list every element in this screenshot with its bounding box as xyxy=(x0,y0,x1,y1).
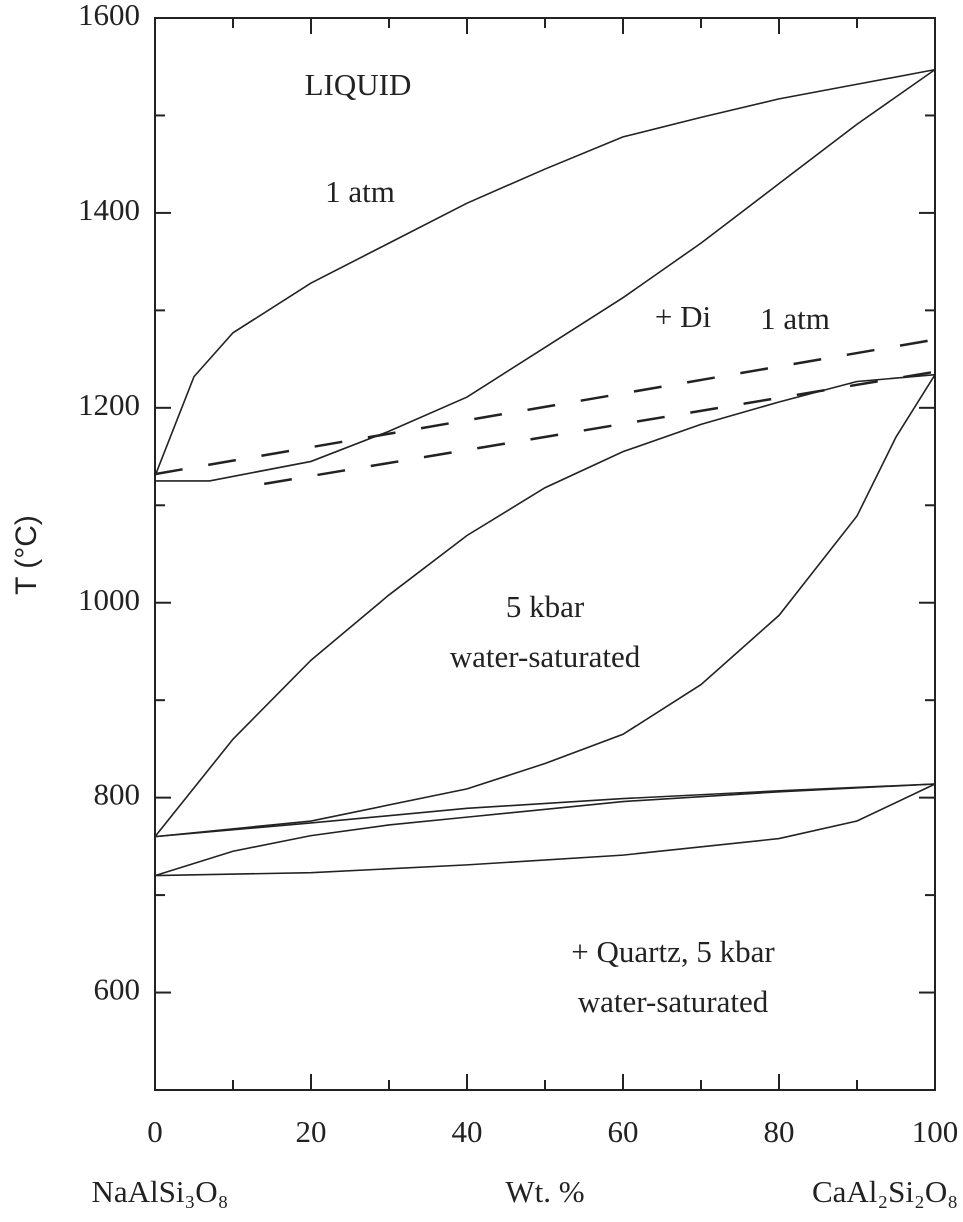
x-end-label: NaAlSi₃O₈ xyxy=(91,1174,228,1209)
y-axis-label: T (°C) xyxy=(10,515,43,595)
phase-curve xyxy=(154,68,936,477)
y-tick-label: 1000 xyxy=(78,582,140,617)
x-tick-label: 0 xyxy=(147,1114,163,1149)
annotation: + Quartz, 5 kbar xyxy=(571,934,775,969)
x-tick-label: 80 xyxy=(764,1114,795,1149)
annotation: 1 atm xyxy=(325,174,395,209)
plot-frame xyxy=(154,17,936,1091)
phase-curve xyxy=(154,783,936,838)
annotation: water-saturated xyxy=(578,984,769,1019)
dashed-curve xyxy=(263,370,936,486)
y-tick-label: 1600 xyxy=(78,0,140,32)
y-tick-label: 1200 xyxy=(78,387,140,422)
annotation: LIQUID xyxy=(305,67,412,102)
phase-curve xyxy=(155,68,936,482)
x-axis-label: Wt. % xyxy=(505,1174,584,1209)
x-end-label: CaAl₂Si₂O₈ xyxy=(812,1174,958,1209)
annotation: water-saturated xyxy=(450,639,641,674)
annotation: 5 kbar xyxy=(506,589,585,624)
x-tick-label: 20 xyxy=(296,1114,327,1149)
dashed-curve xyxy=(154,338,936,476)
annotation: + Di xyxy=(655,299,712,334)
y-tick-label: 800 xyxy=(94,777,141,812)
y-tick-label: 600 xyxy=(94,972,141,1007)
phase-curve xyxy=(154,373,936,838)
x-tick-label: 100 xyxy=(912,1114,959,1149)
phase-curve xyxy=(154,783,936,877)
x-tick-label: 40 xyxy=(452,1114,483,1149)
x-tick-label: 60 xyxy=(608,1114,639,1149)
phase-curve xyxy=(154,374,936,838)
y-tick-label: 1400 xyxy=(78,192,140,227)
phase-curve xyxy=(154,783,936,877)
annotation: 1 atm xyxy=(760,301,830,336)
